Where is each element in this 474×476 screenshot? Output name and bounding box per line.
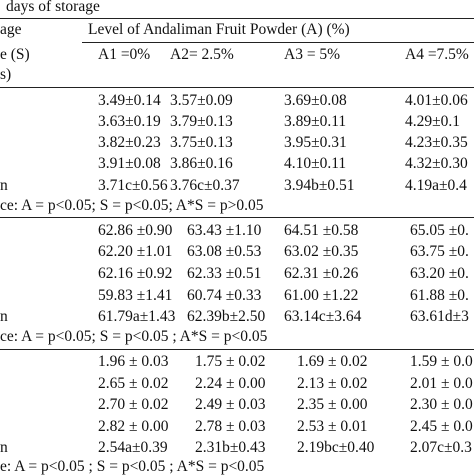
cell: 64.51 ±0.58 <box>284 222 359 239</box>
cell: 63.08 ±0.53 <box>187 243 262 260</box>
mean-cell: 63.61d±3 <box>410 308 469 325</box>
cell: 59.83 ±1.41 <box>98 287 173 304</box>
cell: 3.86±0.16 <box>170 155 233 172</box>
row-header-label-1: age <box>0 21 22 38</box>
cell: 3.82±0.23 <box>98 134 161 151</box>
cell: 2.49 ± 0.03 <box>195 396 266 413</box>
mean-cell: 3.76c±0.37 <box>170 177 240 194</box>
section-divider <box>0 217 474 218</box>
cell: 61.00 ±1.22 <box>284 287 359 304</box>
cell: 4.10±0.11 <box>284 155 347 172</box>
cell: 3.63±0.19 <box>98 113 161 130</box>
cell: 4.32±0.30 <box>405 155 468 172</box>
header-mid-rule <box>82 42 474 43</box>
mean-cell: 61.79a±1.43 <box>98 308 176 325</box>
header-top-rule <box>0 18 474 19</box>
cell: 2.13 ± 0.02 <box>297 375 368 392</box>
cell: 60.74 ±0.33 <box>187 287 262 304</box>
mean-row-label: n <box>0 439 8 456</box>
cell: 3.75±0.13 <box>170 134 233 151</box>
cell: 4.29±0.1 <box>405 113 461 130</box>
cell: 2.53 ± 0.01 <box>297 418 368 435</box>
column-header-a3: A3 = 5% <box>284 46 341 63</box>
header-bottom-rule <box>0 87 474 88</box>
cell: 4.01±0.06 <box>405 92 468 109</box>
mean-cell: 4.19a±0.4 <box>405 177 467 194</box>
cell: 1.75 ± 0.02 <box>195 353 266 370</box>
cell: 3.91±0.08 <box>98 155 161 172</box>
cell: 63.20 ±0. <box>410 265 469 282</box>
cell: 62.33 ±0.51 <box>187 265 262 282</box>
significance-note: ce: A = p<0.05; S = p<0.05 ; A*S = p<0.0… <box>0 328 268 345</box>
cell: 3.89±0.11 <box>284 113 347 130</box>
mean-cell: 2.54a±0.39 <box>98 439 168 456</box>
days-of-storage-caption: days of storage <box>6 0 100 15</box>
cell: 2.01 ± 0.0 <box>410 375 473 392</box>
cell: 3.69±0.08 <box>284 92 347 109</box>
cell: 2.24 ± 0.00 <box>195 375 266 392</box>
mean-cell: 2.07c±0.3 <box>410 439 472 456</box>
cell: 3.57±0.09 <box>170 92 233 109</box>
mean-cell: 3.94b±0.51 <box>284 177 355 194</box>
cell: 3.49±0.14 <box>98 92 161 109</box>
cell: 1.59 ± 0.0 <box>410 353 473 370</box>
mean-cell: 2.19bc±0.40 <box>297 439 375 456</box>
cell: 2.45 ± 0.0 <box>410 418 473 435</box>
cell: 3.95±0.31 <box>284 134 347 151</box>
row-header-label-2: e (S) <box>0 46 30 63</box>
cell: 4.23±0.35 <box>405 134 468 151</box>
cell: 63.02 ±0.35 <box>284 243 359 260</box>
cell: 62.86 ±0.90 <box>98 222 173 239</box>
cell: 63.75 ±0. <box>410 243 469 260</box>
mean-cell: 2.31b±0.43 <box>195 439 266 456</box>
cell: 3.79±0.13 <box>170 113 233 130</box>
cell: 2.82 ± 0.00 <box>98 418 169 435</box>
cell: 62.16 ±0.92 <box>98 265 173 282</box>
cell: 1.96 ± 0.03 <box>98 353 169 370</box>
cell: 63.43 ±1.10 <box>187 222 262 239</box>
cell: 2.78 ± 0.03 <box>195 418 266 435</box>
cell: 1.69 ± 0.02 <box>297 353 368 370</box>
cell: 2.35 ± 0.00 <box>297 396 368 413</box>
cell: 62.20 ±1.01 <box>98 243 173 260</box>
mean-cell: 3.71c±0.56 <box>98 177 168 194</box>
mean-cell: 63.14c±3.64 <box>284 308 362 325</box>
cell: 62.31 ±0.26 <box>284 265 359 282</box>
cell: 2.30 ± 0.0 <box>410 396 473 413</box>
section-divider <box>0 349 474 350</box>
column-group-heading: Level of Andaliman Fruit Powder (A) (%) <box>88 21 350 38</box>
significance-note: ce: A = p<0.05; S = p<0.05; A*S = p>0.05 <box>0 197 264 214</box>
cell: 65.05 ±0. <box>410 222 469 239</box>
column-header-a1: A1 =0% <box>98 46 151 63</box>
cell: 2.70 ± 0.02 <box>98 396 169 413</box>
cell: 2.65 ± 0.02 <box>98 375 169 392</box>
mean-row-label: n <box>0 308 8 325</box>
mean-cell: 62.39b±2.50 <box>187 308 266 325</box>
significance-note: e: A = p<0.05 ; S = p<0.05 ; A*S = p<0.0… <box>0 458 265 475</box>
column-header-a2: A2= 2.5% <box>170 46 234 63</box>
mean-row-label: n <box>0 177 8 194</box>
column-header-a4: A4 =7.5% <box>405 46 469 63</box>
row-header-label-3: s) <box>0 66 12 83</box>
cell: 61.88 ±0. <box>410 287 469 304</box>
